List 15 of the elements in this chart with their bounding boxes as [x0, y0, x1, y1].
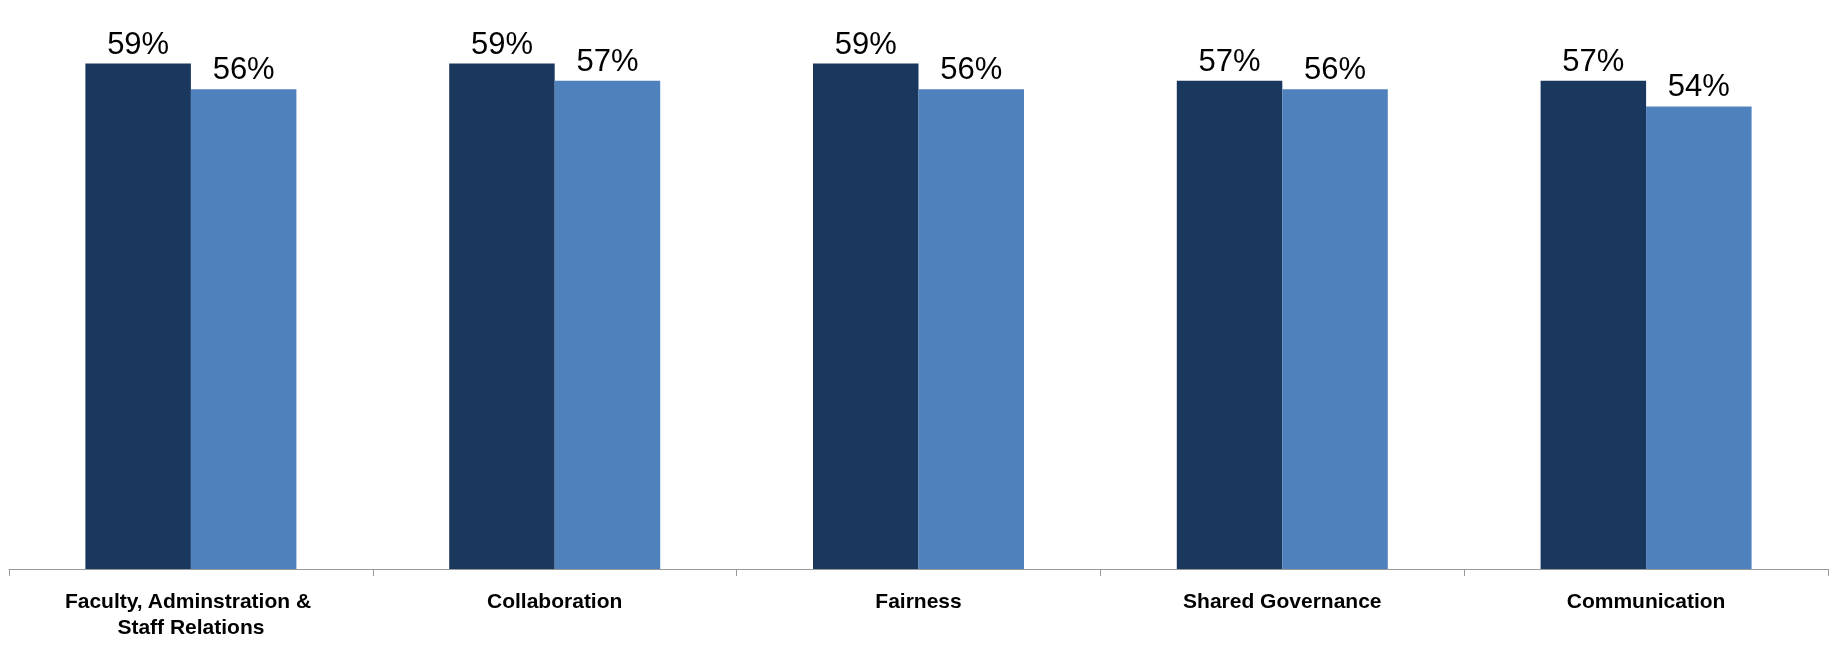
data-label: 56%: [212, 51, 275, 87]
x-tick-label: Fairness: [875, 588, 962, 612]
x-tick-label: Communication: [1566, 588, 1726, 612]
x-tick-label: Shared Governance: [1183, 588, 1382, 612]
data-label: 59%: [470, 25, 533, 61]
data-label: 57%: [1198, 42, 1261, 78]
data-label: 54%: [1667, 68, 1730, 104]
data-label: 59%: [107, 25, 170, 61]
x-tick-label: Collaboration: [487, 588, 623, 612]
data-label: 57%: [576, 42, 639, 78]
data-label: 56%: [940, 51, 1003, 87]
data-label: 59%: [834, 25, 897, 61]
data-label: 57%: [1562, 42, 1625, 78]
x-tick-label: Faculty, Adminstration & Staff Relations: [64, 588, 317, 638]
data-label: 56%: [1304, 51, 1367, 87]
